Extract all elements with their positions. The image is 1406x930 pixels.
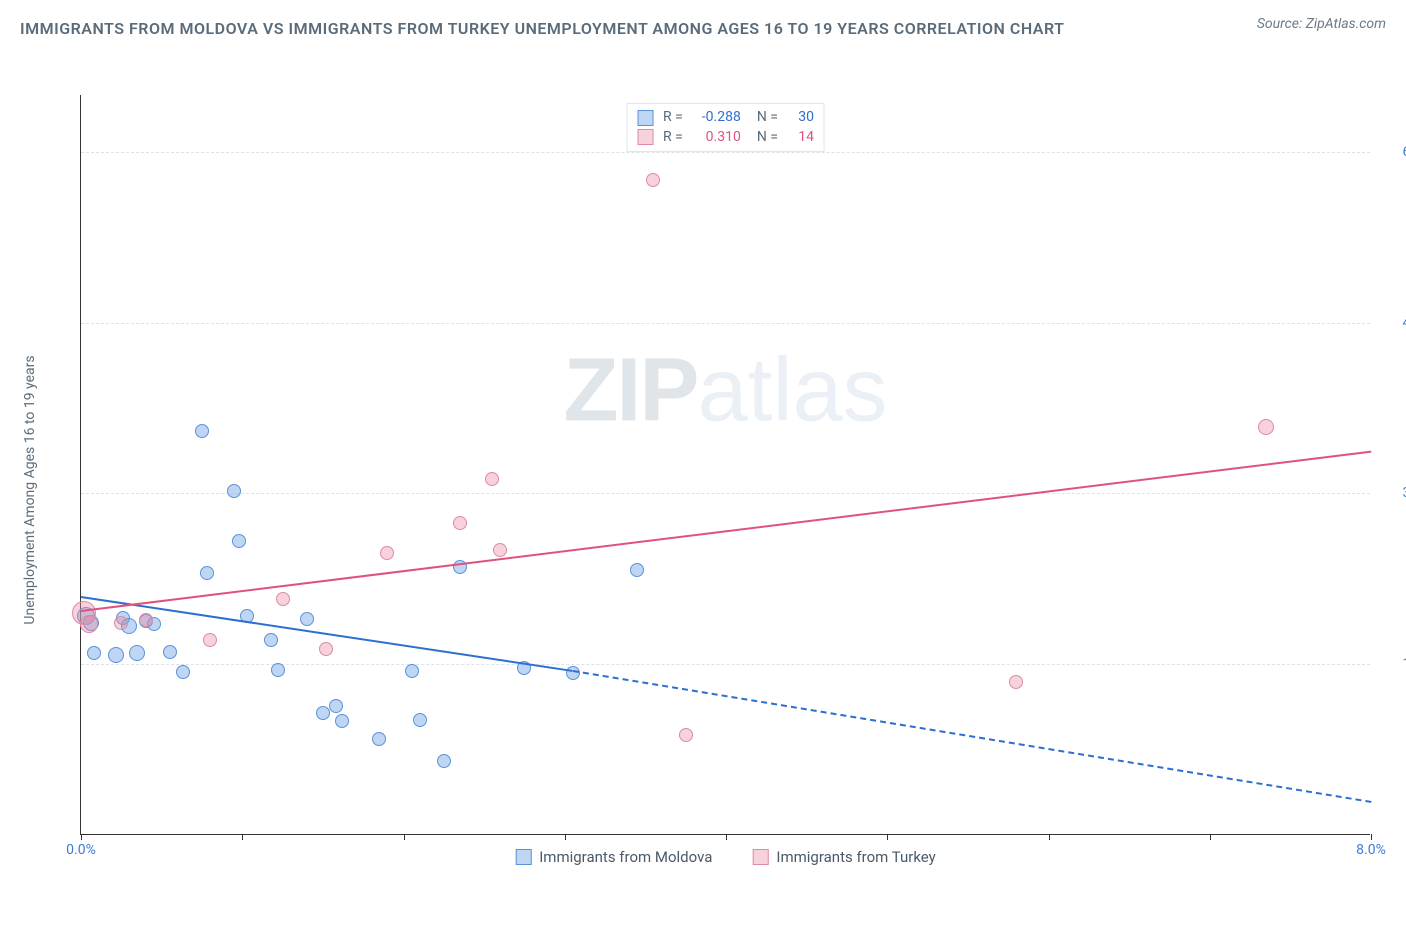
legend-swatch (637, 129, 653, 145)
chart-container: Unemployment Among Ages 16 to 19 years Z… (50, 95, 1390, 885)
data-point (485, 472, 499, 486)
y-tick-label: 30.0% (1380, 485, 1406, 501)
legend-item: Immigrants from Turkey (752, 848, 935, 866)
trend-line (81, 596, 573, 672)
data-point (80, 615, 98, 633)
x-tick (242, 834, 243, 840)
n-label: N = (757, 128, 778, 148)
legend-label: Immigrants from Turkey (776, 848, 935, 866)
data-point (335, 714, 349, 728)
y-tick-label: 60.0% (1380, 144, 1406, 160)
x-tick (726, 834, 727, 840)
data-point (679, 728, 693, 742)
gridline (81, 323, 1370, 324)
y-tick-label: 15.0% (1380, 656, 1406, 672)
chart-title: IMMIGRANTS FROM MOLDOVA VS IMMIGRANTS FR… (20, 16, 1064, 42)
x-tick (81, 834, 82, 840)
y-axis-label: Unemployment Among Ages 16 to 19 years (22, 355, 38, 624)
data-point (493, 543, 507, 557)
legend-swatch (637, 110, 653, 126)
legend-stats-row: R = -0.288 N = 30 (637, 108, 814, 128)
data-point (405, 664, 419, 678)
data-point (316, 706, 330, 720)
data-point (129, 645, 145, 661)
watermark: ZIPatlas (563, 339, 887, 442)
chart-header: IMMIGRANTS FROM MOLDOVA VS IMMIGRANTS FR… (0, 0, 1406, 50)
data-point (200, 566, 214, 580)
data-point (646, 173, 660, 187)
data-point (453, 516, 467, 530)
gridline (81, 493, 1370, 494)
data-point (232, 534, 246, 548)
data-point (176, 665, 190, 679)
x-tick (887, 834, 888, 840)
data-point (1009, 675, 1023, 689)
x-tick (565, 834, 566, 840)
watermark-atlas: atlas (697, 340, 887, 440)
data-point (276, 592, 290, 606)
data-point (380, 546, 394, 560)
legend-series: Immigrants from Moldova Immigrants from T… (515, 848, 936, 866)
chart-source: Source: ZipAtlas.com (1257, 16, 1386, 32)
trend-line (81, 450, 1371, 611)
data-point (319, 642, 333, 656)
y-tick-label: 45.0% (1380, 315, 1406, 331)
watermark-zip: ZIP (563, 340, 697, 440)
data-point (163, 645, 177, 659)
x-tick (1371, 834, 1372, 840)
plot-area: ZIPatlas R =-0.288N =30R =0.310N =14 Imm… (80, 95, 1370, 835)
data-point (139, 613, 153, 627)
legend-label: Immigrants from Moldova (539, 848, 712, 866)
x-tick-label: 8.0% (1356, 842, 1386, 858)
x-tick (404, 834, 405, 840)
data-point (329, 699, 343, 713)
r-value: -0.288 (693, 108, 741, 128)
legend-stats: R = -0.288 N = 30 R = 0.310 N = 14 (626, 103, 825, 152)
r-label: R = (663, 108, 683, 128)
legend-swatch (515, 849, 531, 865)
r-value: 0.310 (693, 128, 741, 148)
data-point (1258, 419, 1274, 435)
data-point (227, 484, 241, 498)
n-label: N = (757, 108, 778, 128)
x-tick-label: 0.0% (66, 842, 96, 858)
legend-stats-row: R = 0.310 N = 14 (637, 128, 814, 148)
data-point (437, 754, 451, 768)
r-label: R = (663, 128, 683, 148)
data-point (372, 732, 386, 746)
legend-swatch (752, 849, 768, 865)
data-point (271, 663, 285, 677)
data-point (195, 424, 209, 438)
legend-item: Immigrants from Moldova (515, 848, 712, 866)
data-point (87, 646, 101, 660)
n-value: 14 (788, 128, 814, 148)
data-point (413, 713, 427, 727)
data-point (203, 633, 217, 647)
data-point (108, 647, 124, 663)
data-point (630, 563, 644, 577)
n-value: 30 (788, 108, 814, 128)
x-tick (1049, 834, 1050, 840)
data-point (114, 616, 128, 630)
data-point (300, 612, 314, 626)
x-tick (1210, 834, 1211, 840)
data-point (264, 633, 278, 647)
